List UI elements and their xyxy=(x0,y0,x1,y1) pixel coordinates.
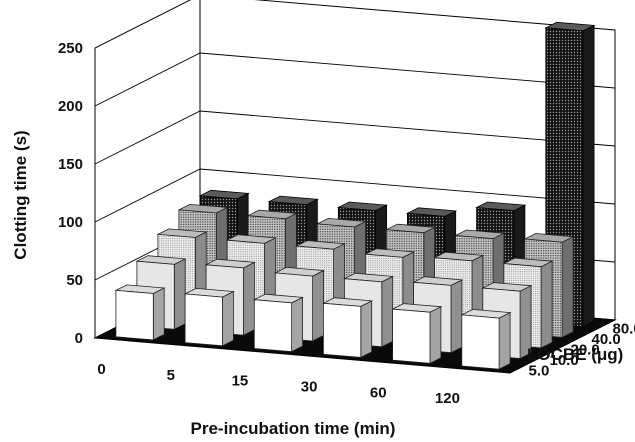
bar-5.0-0 xyxy=(114,284,166,341)
bar-5.0-15 xyxy=(252,293,305,353)
bar-side xyxy=(152,287,165,341)
bar-5.0-120 xyxy=(460,308,512,370)
y-tick-label-1: 50 xyxy=(66,272,83,289)
bar-front xyxy=(392,308,431,364)
bar-5.0-60 xyxy=(391,303,443,364)
z-tick-label-4: 80.0 xyxy=(613,320,635,337)
bar-side xyxy=(173,258,186,330)
bar-side xyxy=(381,275,394,348)
bar-side xyxy=(360,300,373,359)
bar-side xyxy=(429,306,442,364)
z-axis-title: LOCBE (μg) xyxy=(527,345,623,364)
gridline-4 xyxy=(94,52,616,107)
y-tick-label-2: 100 xyxy=(58,214,83,231)
bar-front xyxy=(115,289,154,341)
x-tick-label-1: 5 xyxy=(167,367,175,384)
bar-side xyxy=(312,269,325,342)
bar-side xyxy=(450,279,463,354)
bar-front xyxy=(184,293,223,347)
chart-labels: 0 50 100 150 200 250 0 5 15 30 60 120 5.010.020.040.… xyxy=(58,40,635,407)
y-tick-label-3: 150 xyxy=(58,156,83,173)
z-tick-label-1: 10.0 xyxy=(550,352,579,369)
y-axis-title: Clotting time (s) xyxy=(11,130,30,259)
bar-front xyxy=(253,299,293,353)
x-tick-label-4: 60 xyxy=(370,384,387,401)
x-tick-label-5: 120 xyxy=(435,390,460,407)
z-tick-label-2: 20.0 xyxy=(571,342,600,359)
x-tick-label-0: 0 xyxy=(97,361,105,378)
z-tick-label-0: 5.0 xyxy=(529,363,550,380)
y-tick-label-0: 0 xyxy=(75,330,83,347)
gridline-2 xyxy=(94,168,616,223)
chart-bars xyxy=(114,21,596,370)
gridline-3 xyxy=(94,110,616,165)
x-axis-title: Pre-incubation time (min) xyxy=(191,419,396,438)
bar-5.0-5 xyxy=(183,287,235,347)
bar-side xyxy=(561,236,574,338)
z-tick-label-3: 40.0 xyxy=(592,331,621,348)
y-tick-label-5: 250 xyxy=(58,40,83,57)
bar-front xyxy=(461,314,500,370)
bar-side xyxy=(540,260,553,349)
bar-side xyxy=(582,24,595,328)
y-tick-label-4: 200 xyxy=(58,98,83,115)
x-tick-label-2: 15 xyxy=(232,373,249,390)
bar-side xyxy=(222,290,234,347)
bar-side xyxy=(291,296,304,353)
bar-5.0-30 xyxy=(321,297,374,359)
x-tick-label-3: 30 xyxy=(301,378,318,395)
bar-side xyxy=(498,311,511,370)
bar-front xyxy=(322,302,362,358)
bar-side xyxy=(243,261,255,336)
